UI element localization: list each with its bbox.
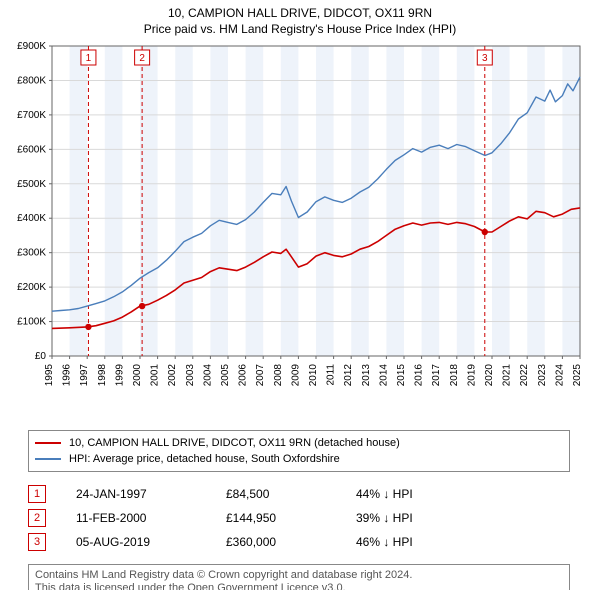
svg-text:2006: 2006 xyxy=(238,364,249,387)
marker-number-box: 2 xyxy=(28,509,46,527)
svg-text:2024: 2024 xyxy=(554,364,565,387)
svg-text:2005: 2005 xyxy=(220,364,231,387)
marker-price: £84,500 xyxy=(226,487,356,501)
title-line-2: Price paid vs. HM Land Registry's House … xyxy=(0,20,600,36)
marker-row: 3 05-AUG-2019£360,00046% ↓ HPI xyxy=(28,530,572,554)
svg-text:£0: £0 xyxy=(35,351,47,362)
svg-text:2004: 2004 xyxy=(202,364,213,387)
svg-text:2001: 2001 xyxy=(150,364,161,387)
svg-text:£300K: £300K xyxy=(17,248,46,259)
svg-text:2014: 2014 xyxy=(378,364,389,387)
svg-text:2009: 2009 xyxy=(290,364,301,387)
marker-row: 1 24-JAN-1997£84,50044% ↓ HPI xyxy=(28,482,572,506)
svg-text:1: 1 xyxy=(86,53,92,64)
svg-text:1999: 1999 xyxy=(114,364,125,387)
marker-delta: 39% ↓ HPI xyxy=(356,511,506,525)
svg-text:£800K: £800K xyxy=(17,75,46,86)
svg-text:2018: 2018 xyxy=(449,364,460,387)
chart-area: 1 2 3 £0 £100K £200K £300K £400K £500K £600K £700K… xyxy=(0,38,600,423)
legend-box: 10, CAMPION HALL DRIVE, DIDCOT, OX11 9RN… xyxy=(28,430,570,472)
legend-swatch xyxy=(35,458,61,460)
lower-block: 10, CAMPION HALL DRIVE, DIDCOT, OX11 9RN… xyxy=(28,430,572,590)
svg-text:1995: 1995 xyxy=(44,364,55,387)
svg-text:2020: 2020 xyxy=(484,364,495,387)
license-box: Contains HM Land Registry data © Crown c… xyxy=(28,564,570,590)
svg-text:2007: 2007 xyxy=(255,364,266,387)
svg-text:2022: 2022 xyxy=(519,364,530,387)
svg-text:£400K: £400K xyxy=(17,213,46,224)
legend-row: 10, CAMPION HALL DRIVE, DIDCOT, OX11 9RN… xyxy=(35,435,563,451)
marker-date: 11-FEB-2000 xyxy=(76,511,226,525)
marker-row: 2 11-FEB-2000£144,95039% ↓ HPI xyxy=(28,506,572,530)
markers-table: 1 24-JAN-1997£84,50044% ↓ HPI 2 11-FEB-2000… xyxy=(28,482,572,554)
marker-date: 24-JAN-1997 xyxy=(76,487,226,501)
svg-text:2025: 2025 xyxy=(572,364,583,387)
svg-text:2003: 2003 xyxy=(185,364,196,387)
svg-text:2013: 2013 xyxy=(361,364,372,387)
svg-text:2010: 2010 xyxy=(308,364,319,387)
legend-row: HPI: Average price, detached house, Sout… xyxy=(35,451,563,467)
svg-text:£600K: £600K xyxy=(17,144,46,155)
svg-text:2: 2 xyxy=(139,53,145,64)
svg-text:£200K: £200K xyxy=(17,282,46,293)
svg-text:3: 3 xyxy=(482,53,488,64)
svg-text:2000: 2000 xyxy=(132,364,143,387)
legend-swatch xyxy=(35,442,61,444)
svg-text:£900K: £900K xyxy=(17,41,46,52)
marker-price: £360,000 xyxy=(226,535,356,549)
license-line-2: This data is licensed under the Open Gov… xyxy=(35,582,563,590)
svg-text:2017: 2017 xyxy=(431,364,442,387)
svg-text:2002: 2002 xyxy=(167,364,178,387)
license-line-1: Contains HM Land Registry data © Crown c… xyxy=(35,569,563,582)
svg-text:2021: 2021 xyxy=(502,364,513,387)
svg-text:2023: 2023 xyxy=(537,364,548,387)
svg-text:2019: 2019 xyxy=(466,364,477,387)
svg-text:1997: 1997 xyxy=(79,364,90,387)
title-line-1: 10, CAMPION HALL DRIVE, DIDCOT, OX11 9RN xyxy=(0,0,600,20)
marker-number-box: 3 xyxy=(28,533,46,551)
legend-label: 10, CAMPION HALL DRIVE, DIDCOT, OX11 9RN… xyxy=(69,437,400,449)
svg-text:2016: 2016 xyxy=(414,364,425,387)
svg-text:1996: 1996 xyxy=(62,364,73,387)
svg-text:2011: 2011 xyxy=(326,364,337,386)
marker-number-box: 1 xyxy=(28,485,46,503)
marker-price: £144,950 xyxy=(226,511,356,525)
chart-svg: 1 2 3 £0 £100K £200K £300K £400K £500K £600K £700K… xyxy=(0,38,600,423)
svg-text:2008: 2008 xyxy=(273,364,284,387)
chart-container: 10, CAMPION HALL DRIVE, DIDCOT, OX11 9RN… xyxy=(0,0,600,590)
marker-delta: 44% ↓ HPI xyxy=(356,487,506,501)
marker-date: 05-AUG-2019 xyxy=(76,535,226,549)
marker-delta: 46% ↓ HPI xyxy=(356,535,506,549)
svg-text:2012: 2012 xyxy=(343,364,354,387)
svg-text:£700K: £700K xyxy=(17,110,46,121)
legend-label: HPI: Average price, detached house, Sout… xyxy=(69,453,340,465)
svg-text:2015: 2015 xyxy=(396,364,407,387)
svg-text:1998: 1998 xyxy=(97,364,108,387)
svg-text:£100K: £100K xyxy=(17,317,46,328)
svg-text:£500K: £500K xyxy=(17,179,46,190)
